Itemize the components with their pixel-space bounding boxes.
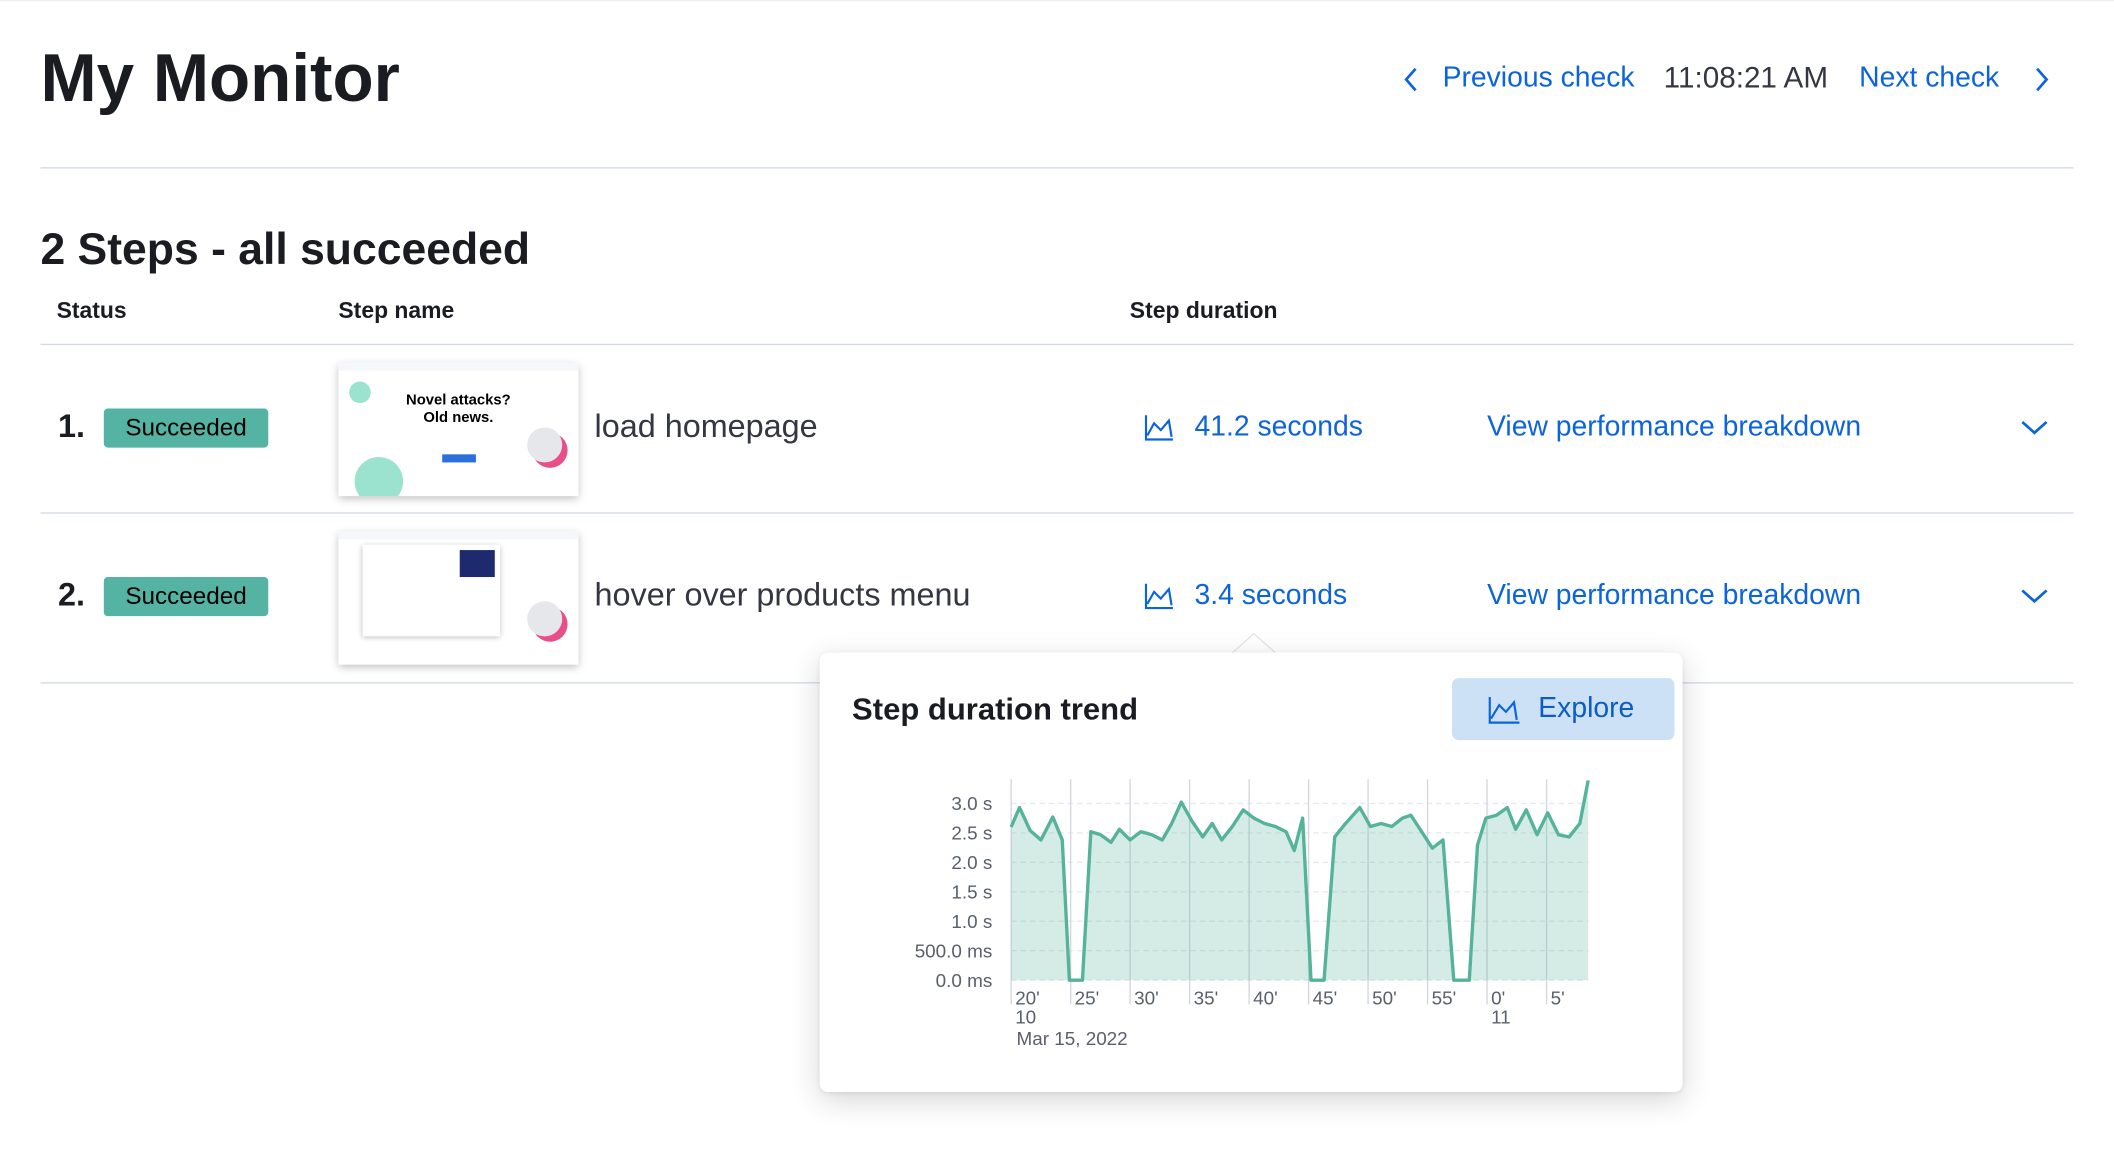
steps-title: 2 Steps - all succeeded [40,223,531,274]
expand-icon[interactable] [2020,585,2050,607]
step-duration[interactable]: 41.2 seconds [1194,411,1363,443]
x-axis-label: Mar 15, 2022 [1017,1028,1128,1049]
y-tick-label: 1.0 s [951,911,992,932]
divider [40,167,2074,169]
step-number: 1. [57,408,85,445]
performance-link[interactable]: View performance breakdown [1487,579,1862,611]
x-tick-label: 55' [1432,987,1457,1008]
previous-check[interactable]: Previous check [1442,62,1635,94]
y-tick-label: 2.0 s [951,852,992,873]
area-line [1009,780,1590,982]
x-tick-label: 30' [1134,987,1159,1008]
step-name: load homepage [594,408,818,445]
expand-icon[interactable] [2020,417,2050,439]
x-tick-label: 50' [1372,987,1397,1008]
status-badge: Succeeded [103,408,269,448]
step-screenshot[interactable]: Novel attacks? Old news. [338,362,579,497]
y-tick-label: 2.5 s [951,823,992,844]
trend-icon[interactable] [1144,414,1175,441]
page-title: My Monitor [40,40,400,116]
x-tick-sublabel: 10 [1015,1006,1036,1027]
y-tick-label: 1.5 s [951,882,992,903]
explore-label[interactable]: Explore [1538,692,1635,724]
next-check[interactable]: Next check [1859,62,2000,94]
step-screenshot[interactable] [338,531,579,665]
x-tick-label: 0' [1491,987,1505,1008]
x-tick-sublabel: 11 [1491,1006,1511,1027]
y-tick-label: 0.0 ms [936,970,993,991]
step-number: 2. [57,577,85,614]
next-icon[interactable] [2033,65,2052,95]
x-tick-label: 35' [1194,987,1219,1008]
y-tick-label: 3.0 s [951,793,992,814]
thumbnail-text: Old news. [423,409,494,427]
y-tick-label: 500.0 ms [915,940,993,961]
column-header: Status [56,297,127,324]
step-duration[interactable]: 3.4 seconds [1194,579,1348,611]
popover-title: Step duration trend [852,690,1139,727]
divider [40,343,2074,346]
trend-popover: Step duration trend Explore 3.0 s 2.5 s 2.… [819,652,1683,1093]
status-badge: Succeeded [103,577,269,617]
column-header: Step name [338,297,455,324]
area-fill [1011,780,1589,981]
trend-icon[interactable] [1144,582,1175,610]
explore-button[interactable]: Explore [1452,678,1675,741]
x-tick-label: 40' [1253,987,1278,1008]
x-tick-label: 5' [1551,987,1565,1008]
explore-icon [1488,697,1520,724]
check-time: 11:08:21 AM [1663,60,1829,95]
x-tick-label: 20' [1015,987,1040,1008]
x-tick-label: 45' [1313,987,1338,1008]
column-header: Step duration [1129,297,1278,324]
step-name: hover over products menu [594,577,971,614]
divider [40,512,2074,514]
performance-link[interactable]: View performance breakdown [1487,411,1862,443]
trend-chart: 3.0 s 2.5 s 2.0 s 1.5 s 1.0 s 500.0 ms 0.0 ms 2… [915,779,1590,1049]
x-tick-label: 25' [1075,987,1100,1008]
previous-icon[interactable] [1401,65,1420,95]
thumbnail-text: Novel attacks? [406,392,511,409]
